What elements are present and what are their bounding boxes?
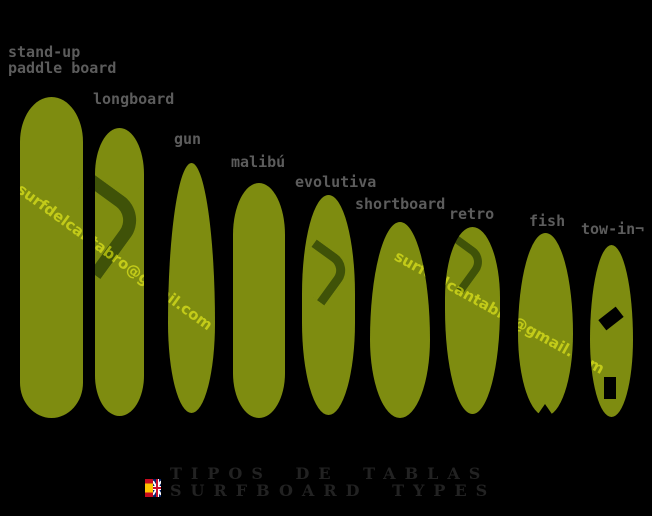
- spain-flag-half: [145, 479, 153, 497]
- label-malibu: malibú: [231, 153, 286, 171]
- tow-in-footstrap-icon: [604, 377, 616, 399]
- label-fish: fish: [529, 212, 566, 230]
- label-stand-up-paddle-board: stand-up paddle board: [8, 43, 117, 77]
- label-evolutiva: evolutiva: [295, 173, 377, 191]
- label-retro: retro: [449, 205, 495, 223]
- spain-uk-flag-icon: [145, 479, 161, 497]
- board-shortboard: [370, 222, 430, 418]
- board-retro: [445, 227, 500, 414]
- board-malibu: [233, 183, 285, 418]
- label-shortboard: shortboard: [355, 195, 446, 213]
- uk-flag-half: [153, 479, 161, 497]
- label-longboard: longboard: [93, 90, 175, 108]
- title-spanish: TIPOS DE TABLAS: [170, 464, 490, 483]
- title-english: SURFBOARD TYPES: [170, 481, 497, 500]
- label-gun: gun: [174, 130, 202, 148]
- fish-swallow-tail-notch: [536, 404, 554, 417]
- board-fish: [518, 233, 573, 416]
- label-tow-in: tow-in¬: [581, 220, 645, 238]
- board-gun: [168, 163, 215, 413]
- board-stand-up-paddle: [20, 97, 83, 418]
- board-evolutiva: [302, 195, 355, 415]
- board-longboard: [95, 128, 144, 416]
